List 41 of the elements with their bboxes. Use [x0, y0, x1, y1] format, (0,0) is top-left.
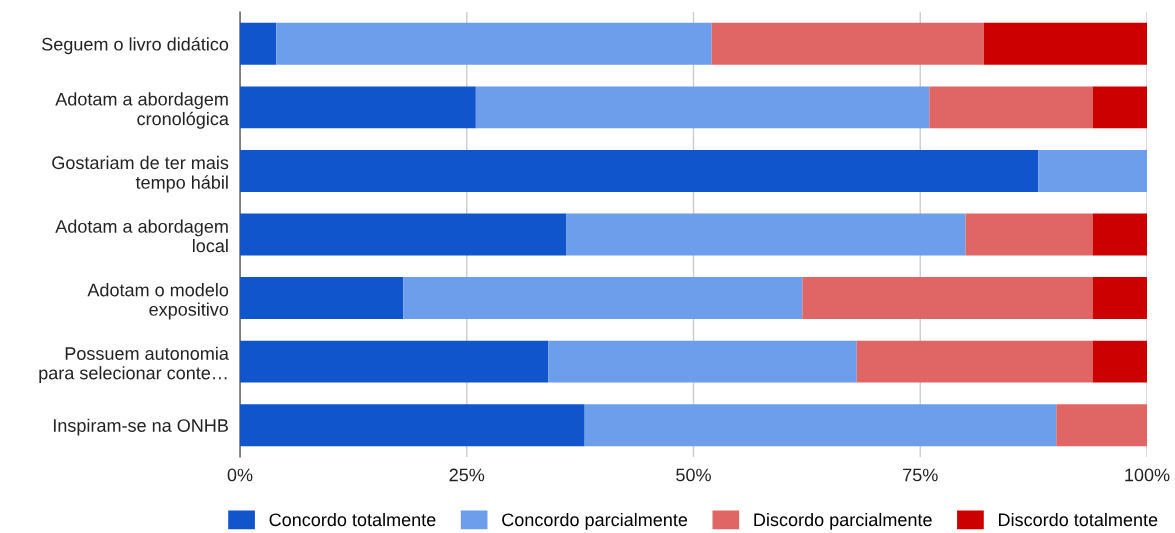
legend-label: Concordo parcialmente	[502, 512, 688, 530]
bar	[711, 22, 984, 65]
bar	[548, 340, 857, 383]
y-tick-label: Seguem o livro didático	[42, 37, 229, 55]
x-tick-label: 0%	[227, 468, 253, 482]
bar	[566, 213, 966, 256]
bar	[1056, 404, 1147, 447]
y-tick-label: Adotam a abordagem cronológica	[55, 92, 229, 129]
bar	[983, 22, 1147, 65]
bar	[856, 340, 1093, 383]
bar	[240, 340, 549, 383]
x-tick-label: 75%	[903, 468, 938, 482]
bar	[929, 86, 1093, 129]
bar	[1092, 340, 1147, 383]
y-tick-label: Adotam o modelo expositivo	[87, 283, 229, 320]
bar	[1092, 213, 1147, 256]
legend-label: Concordo totalmente	[269, 512, 436, 527]
bar	[276, 22, 712, 65]
bar	[240, 86, 476, 129]
bar	[1092, 277, 1147, 320]
bar	[240, 404, 585, 447]
bar	[965, 213, 1093, 256]
y-tick-label: Adotam a abordagem local	[55, 219, 228, 253]
bar	[802, 277, 1093, 320]
y-tick-label: Gostariam de ter mais tempo hábil	[52, 155, 229, 193]
bar	[240, 213, 567, 256]
legend-label: Discordo totalmente	[999, 512, 1158, 527]
bar	[475, 86, 930, 129]
bar	[240, 149, 1039, 192]
y-tick-label: Possuem autonomia para selecionar conte…	[39, 346, 229, 383]
x-tick-label: 50%	[676, 468, 711, 482]
bar	[403, 277, 803, 320]
bar	[1038, 149, 1147, 192]
bar	[240, 22, 277, 65]
legend-label: Discordo parcialmente	[754, 512, 932, 530]
x-tick-label: 25%	[449, 468, 485, 482]
x-tick-label: 100%	[1125, 468, 1170, 482]
bar	[1092, 86, 1147, 129]
bar	[584, 404, 1057, 447]
bar	[240, 277, 404, 320]
y-tick-label: Inspiram-se na ONHB	[53, 418, 228, 436]
